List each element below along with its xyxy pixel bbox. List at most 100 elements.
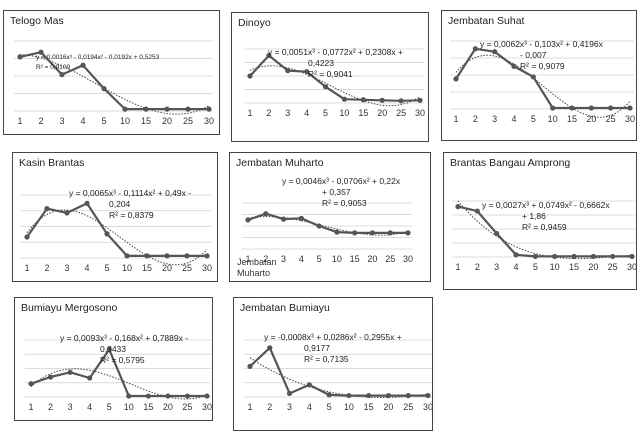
chart-svg: 1 2 3 4 5 10 15 20 25 30 y = 0,0051x³ - 0,0772x² +…: [244, 47, 425, 118]
x-tick-label: 15: [358, 108, 368, 118]
data-point: [17, 54, 23, 60]
data-point: [145, 393, 151, 399]
x-tick-label: 20: [588, 262, 598, 272]
series-line: [247, 212, 408, 235]
x-tick-label: 30: [415, 108, 425, 118]
data-point: [165, 393, 171, 399]
data-point: [366, 392, 372, 399]
x-tick-label: 5: [327, 402, 332, 412]
x-tick-label: 1: [247, 108, 252, 118]
data-point: [204, 253, 210, 259]
data-point: [352, 230, 358, 236]
data-point: [84, 200, 90, 206]
trendline: [30, 368, 208, 400]
data-point: [425, 392, 431, 399]
trendline-equation: R² = 0,9459: [522, 222, 567, 232]
trendline: [247, 216, 409, 236]
x-tick-label: 25: [385, 254, 395, 264]
x-tick-label: 10: [120, 116, 130, 126]
x-tick-label: 1: [247, 402, 252, 412]
series-line: [30, 348, 207, 398]
data-point: [204, 393, 210, 399]
data-point: [59, 72, 65, 78]
chart-title: Brantas Bangau Amprong: [450, 157, 571, 169]
x-tick-label: 20: [162, 116, 172, 126]
x-tick-label: 4: [87, 402, 92, 412]
data-point: [47, 374, 54, 380]
x-tick-label: 5: [531, 114, 536, 124]
chart-panel-dinoyo: 1 2 3 4 5 10 15 20 25 30 y = 0,0051x³ - 0,0772x² +…: [231, 12, 429, 142]
x-tick-label: 3: [285, 108, 290, 118]
data-point: [184, 393, 191, 399]
data-point: [346, 392, 352, 399]
x-tick-label: 3: [59, 116, 64, 126]
trendline-equation: y = 0,0027x³ + 0,0749x² - 0,6662x: [482, 200, 610, 210]
x-tick-label: 30: [403, 254, 413, 264]
x-tick-label: 1: [17, 116, 22, 126]
x-tick-label: 3: [64, 263, 69, 273]
data-point: [266, 52, 272, 59]
x-tick-label: 20: [383, 402, 393, 412]
data-point: [247, 363, 253, 369]
data-point: [164, 253, 170, 259]
data-point: [28, 381, 34, 387]
chart-panel-kasin-brantas: 1 2 3 4 5 10 15 20 25 30 y = 0,0065x³ - 0,1114x² +…: [12, 152, 218, 282]
x-tick-label: 20: [377, 108, 387, 118]
chart-panel-brantas-bangau-amprong: 1 2 3 4 5 10 15 20 25 30 y = 0,0027x³ + 0,0749x² -…: [443, 152, 637, 290]
trendline: [249, 65, 421, 107]
x-tick-label: 5: [101, 116, 106, 126]
x-tick-label: 25: [396, 108, 406, 118]
x-tick-label: 2: [266, 108, 271, 118]
data-point: [206, 106, 212, 112]
trendline-equation: y = -0,0008x³ + 0,0286x² - 0,2955x +: [264, 332, 402, 342]
trendline-equation: + 1,86: [522, 211, 546, 221]
data-point: [511, 63, 517, 69]
trendline-equation: R² = 0,8379: [109, 210, 154, 220]
data-point: [164, 106, 170, 112]
trendline-equation: y = 0,0016x³ - 0,0194x² - 0,0192x + 0,52…: [36, 54, 160, 61]
data-point: [122, 106, 128, 112]
data-point: [552, 253, 558, 260]
x-tick-label: 2: [475, 262, 480, 272]
data-point: [185, 106, 191, 112]
x-tick-label: 10: [122, 263, 132, 273]
trendline-equation: R² = 0,9109: [36, 64, 71, 71]
trendline-equation: y = 0,0093x³ - 0,168x² + 0,7889x -: [60, 333, 188, 343]
data-point: [530, 74, 536, 80]
x-tick-label: 1: [245, 254, 250, 264]
data-point: [44, 206, 50, 212]
data-point: [285, 68, 291, 74]
data-point: [80, 62, 86, 68]
data-point: [104, 231, 110, 237]
x-tick-label: 30: [202, 263, 212, 273]
chart-svg: 1 2 3 4 5 10 15 20 25 30 y = 0,0027x³ + 0,0749x² -…: [452, 200, 636, 272]
chart-title: Jembatan Muharto: [236, 157, 324, 169]
x-tick-label: 30: [627, 262, 636, 272]
data-point: [492, 49, 498, 55]
trendline-equation: y = 0,0062x³ - 0,103x² + 0,4196x: [480, 39, 604, 49]
x-tick-label: 10: [124, 402, 134, 412]
x-tick-label: 2: [473, 114, 478, 124]
x-tick-label: 20: [163, 402, 173, 412]
series-label: Jembatan Muharto: [237, 257, 277, 278]
data-point: [379, 97, 385, 103]
series-line: [249, 346, 428, 397]
x-tick-label: 30: [625, 114, 635, 124]
data-point: [629, 253, 635, 260]
x-tick-label: 4: [304, 108, 309, 118]
x-tick-label: 30: [423, 402, 432, 412]
data-point: [126, 393, 132, 399]
data-point: [369, 230, 376, 236]
x-tick-label: 4: [84, 263, 89, 273]
x-tick-label: 3: [281, 254, 286, 264]
data-point: [184, 253, 190, 259]
chart-svg: 1 2 3 4 5 10 15 20 25 30 y = -0,0008x³ + 0,0286x² …: [244, 332, 432, 412]
x-tick-label: 25: [182, 263, 192, 273]
x-tick-label: 1: [453, 114, 458, 124]
x-tick-label: 30: [202, 402, 212, 412]
x-tick-label: 4: [299, 254, 304, 264]
x-tick-label: 5: [317, 254, 322, 264]
chart-svg: 1 2 3 4 5 10 15 20 25 30 y = 0,0046x³ - 0,0706x² +…: [242, 176, 413, 264]
x-tick-label: 15: [569, 262, 579, 272]
x-tick-label: 10: [548, 114, 558, 124]
